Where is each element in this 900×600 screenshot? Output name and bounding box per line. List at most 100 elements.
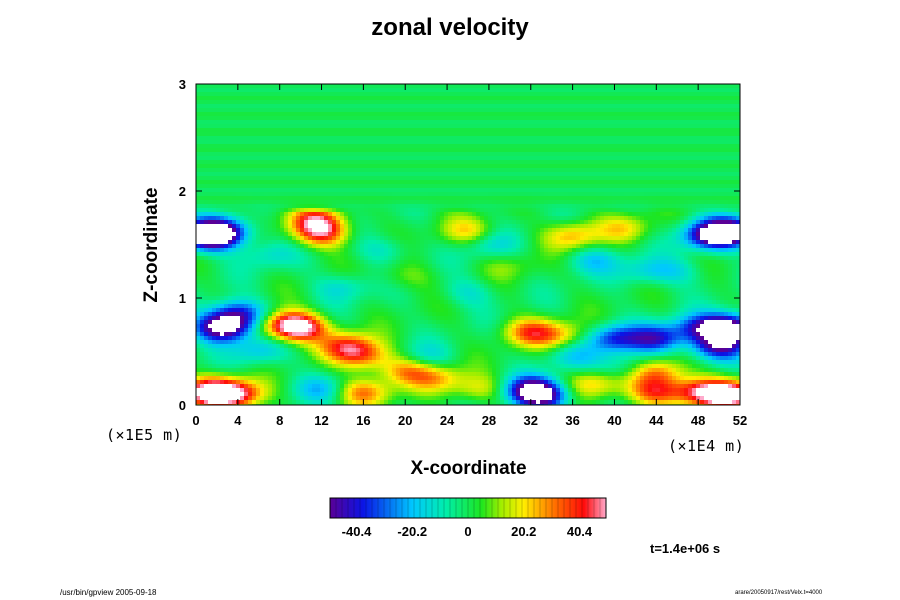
heatmap-cell — [328, 136, 333, 141]
heatmap-cell — [576, 132, 581, 137]
heatmap-cell — [296, 140, 301, 145]
heatmap-cell — [412, 192, 417, 197]
heatmap-cell — [588, 108, 593, 113]
heatmap-cell — [636, 224, 641, 229]
heatmap-cell — [480, 140, 485, 145]
heatmap-cell — [368, 152, 373, 157]
heatmap-cell — [232, 164, 237, 169]
heatmap-cell — [368, 156, 373, 161]
heatmap-cell — [280, 152, 285, 157]
heatmap-cell — [576, 120, 581, 125]
heatmap-cell — [472, 200, 477, 205]
heatmap-cell — [384, 136, 389, 141]
heatmap-cell — [428, 84, 433, 89]
heatmap-cell — [592, 204, 597, 209]
heatmap-cell — [516, 132, 521, 137]
heatmap-cell — [692, 180, 697, 185]
heatmap-cell — [692, 156, 697, 161]
heatmap-cell — [480, 100, 485, 105]
heatmap-cell — [348, 92, 353, 97]
heatmap-cell — [628, 96, 633, 101]
heatmap-cell — [664, 172, 669, 177]
heatmap-cell — [436, 192, 441, 197]
heatmap-cell — [252, 192, 257, 197]
heatmap-cell — [548, 184, 553, 189]
heatmap-cell — [276, 108, 281, 113]
heatmap-cell — [432, 136, 437, 141]
heatmap-cell — [596, 104, 601, 109]
heatmap-cell — [660, 132, 665, 137]
heatmap-cell — [428, 160, 433, 165]
heatmap-cell — [412, 124, 417, 129]
heatmap-cell — [684, 172, 689, 177]
heatmap-cell — [452, 120, 457, 125]
heatmap-cell — [396, 196, 401, 201]
heatmap-cell — [268, 136, 273, 141]
heatmap-cell — [460, 144, 465, 149]
heatmap-cell — [652, 156, 657, 161]
heatmap-cell — [652, 88, 657, 93]
heatmap-cell — [552, 140, 557, 145]
heatmap-cell — [308, 100, 313, 105]
heatmap-cell — [440, 148, 445, 153]
heatmap-cell — [380, 184, 385, 189]
heatmap-cell — [388, 188, 393, 193]
heatmap-cell — [608, 88, 613, 93]
heatmap-cell — [576, 100, 581, 105]
heatmap-cell — [628, 84, 633, 89]
heatmap-cell — [468, 200, 473, 205]
heatmap-cell — [408, 136, 413, 141]
heatmap-cell — [388, 144, 393, 149]
heatmap-cell — [380, 100, 385, 105]
heatmap-cell — [692, 144, 697, 149]
heatmap-cell — [316, 196, 321, 201]
heatmap-cell — [584, 160, 589, 165]
heatmap-cell — [424, 124, 429, 129]
heatmap-cell — [440, 128, 445, 133]
heatmap-cell — [520, 92, 525, 97]
heatmap-cell — [556, 108, 561, 113]
heatmap-cell — [680, 124, 685, 129]
heatmap-cell — [536, 120, 541, 125]
heatmap-cell — [560, 132, 565, 137]
heatmap-cell — [312, 228, 317, 233]
heatmap-cell — [700, 152, 705, 157]
heatmap-cell — [644, 104, 649, 109]
heatmap-cell — [420, 132, 425, 137]
heatmap-cell — [668, 196, 673, 201]
heatmap-cell — [696, 164, 701, 169]
heatmap-cell — [336, 128, 341, 133]
heatmap-cell — [420, 140, 425, 145]
heatmap-cell — [540, 172, 545, 177]
heatmap-cell — [508, 192, 513, 197]
heatmap-cell — [424, 140, 429, 145]
heatmap-cell — [668, 212, 673, 217]
heatmap-cell — [708, 224, 713, 229]
heatmap-cell — [464, 136, 469, 141]
heatmap-cell — [564, 196, 569, 201]
heatmap-cell — [424, 160, 429, 165]
heatmap-cell — [704, 84, 709, 89]
heatmap-cell — [616, 196, 621, 201]
heatmap-cell — [572, 128, 577, 133]
heatmap-cell — [404, 132, 409, 137]
heatmap-cell — [580, 92, 585, 97]
heatmap-cell — [616, 144, 621, 149]
heatmap-cell — [404, 172, 409, 177]
heatmap-cell — [328, 216, 333, 221]
heatmap-cell — [232, 204, 237, 209]
heatmap-cell — [432, 112, 437, 117]
heatmap-cell — [288, 228, 293, 233]
heatmap-cell — [260, 212, 265, 217]
heatmap-cell — [632, 100, 637, 105]
heatmap-cell — [576, 88, 581, 93]
heatmap-cell — [648, 100, 653, 105]
heatmap-cell — [436, 124, 441, 129]
heatmap-cell — [732, 176, 737, 181]
heatmap-cell — [320, 176, 325, 181]
heatmap-cell — [584, 192, 589, 197]
heatmap-cell — [588, 92, 593, 97]
heatmap-cell — [332, 212, 337, 217]
heatmap-cell — [680, 152, 685, 157]
heatmap-cell — [444, 152, 449, 157]
